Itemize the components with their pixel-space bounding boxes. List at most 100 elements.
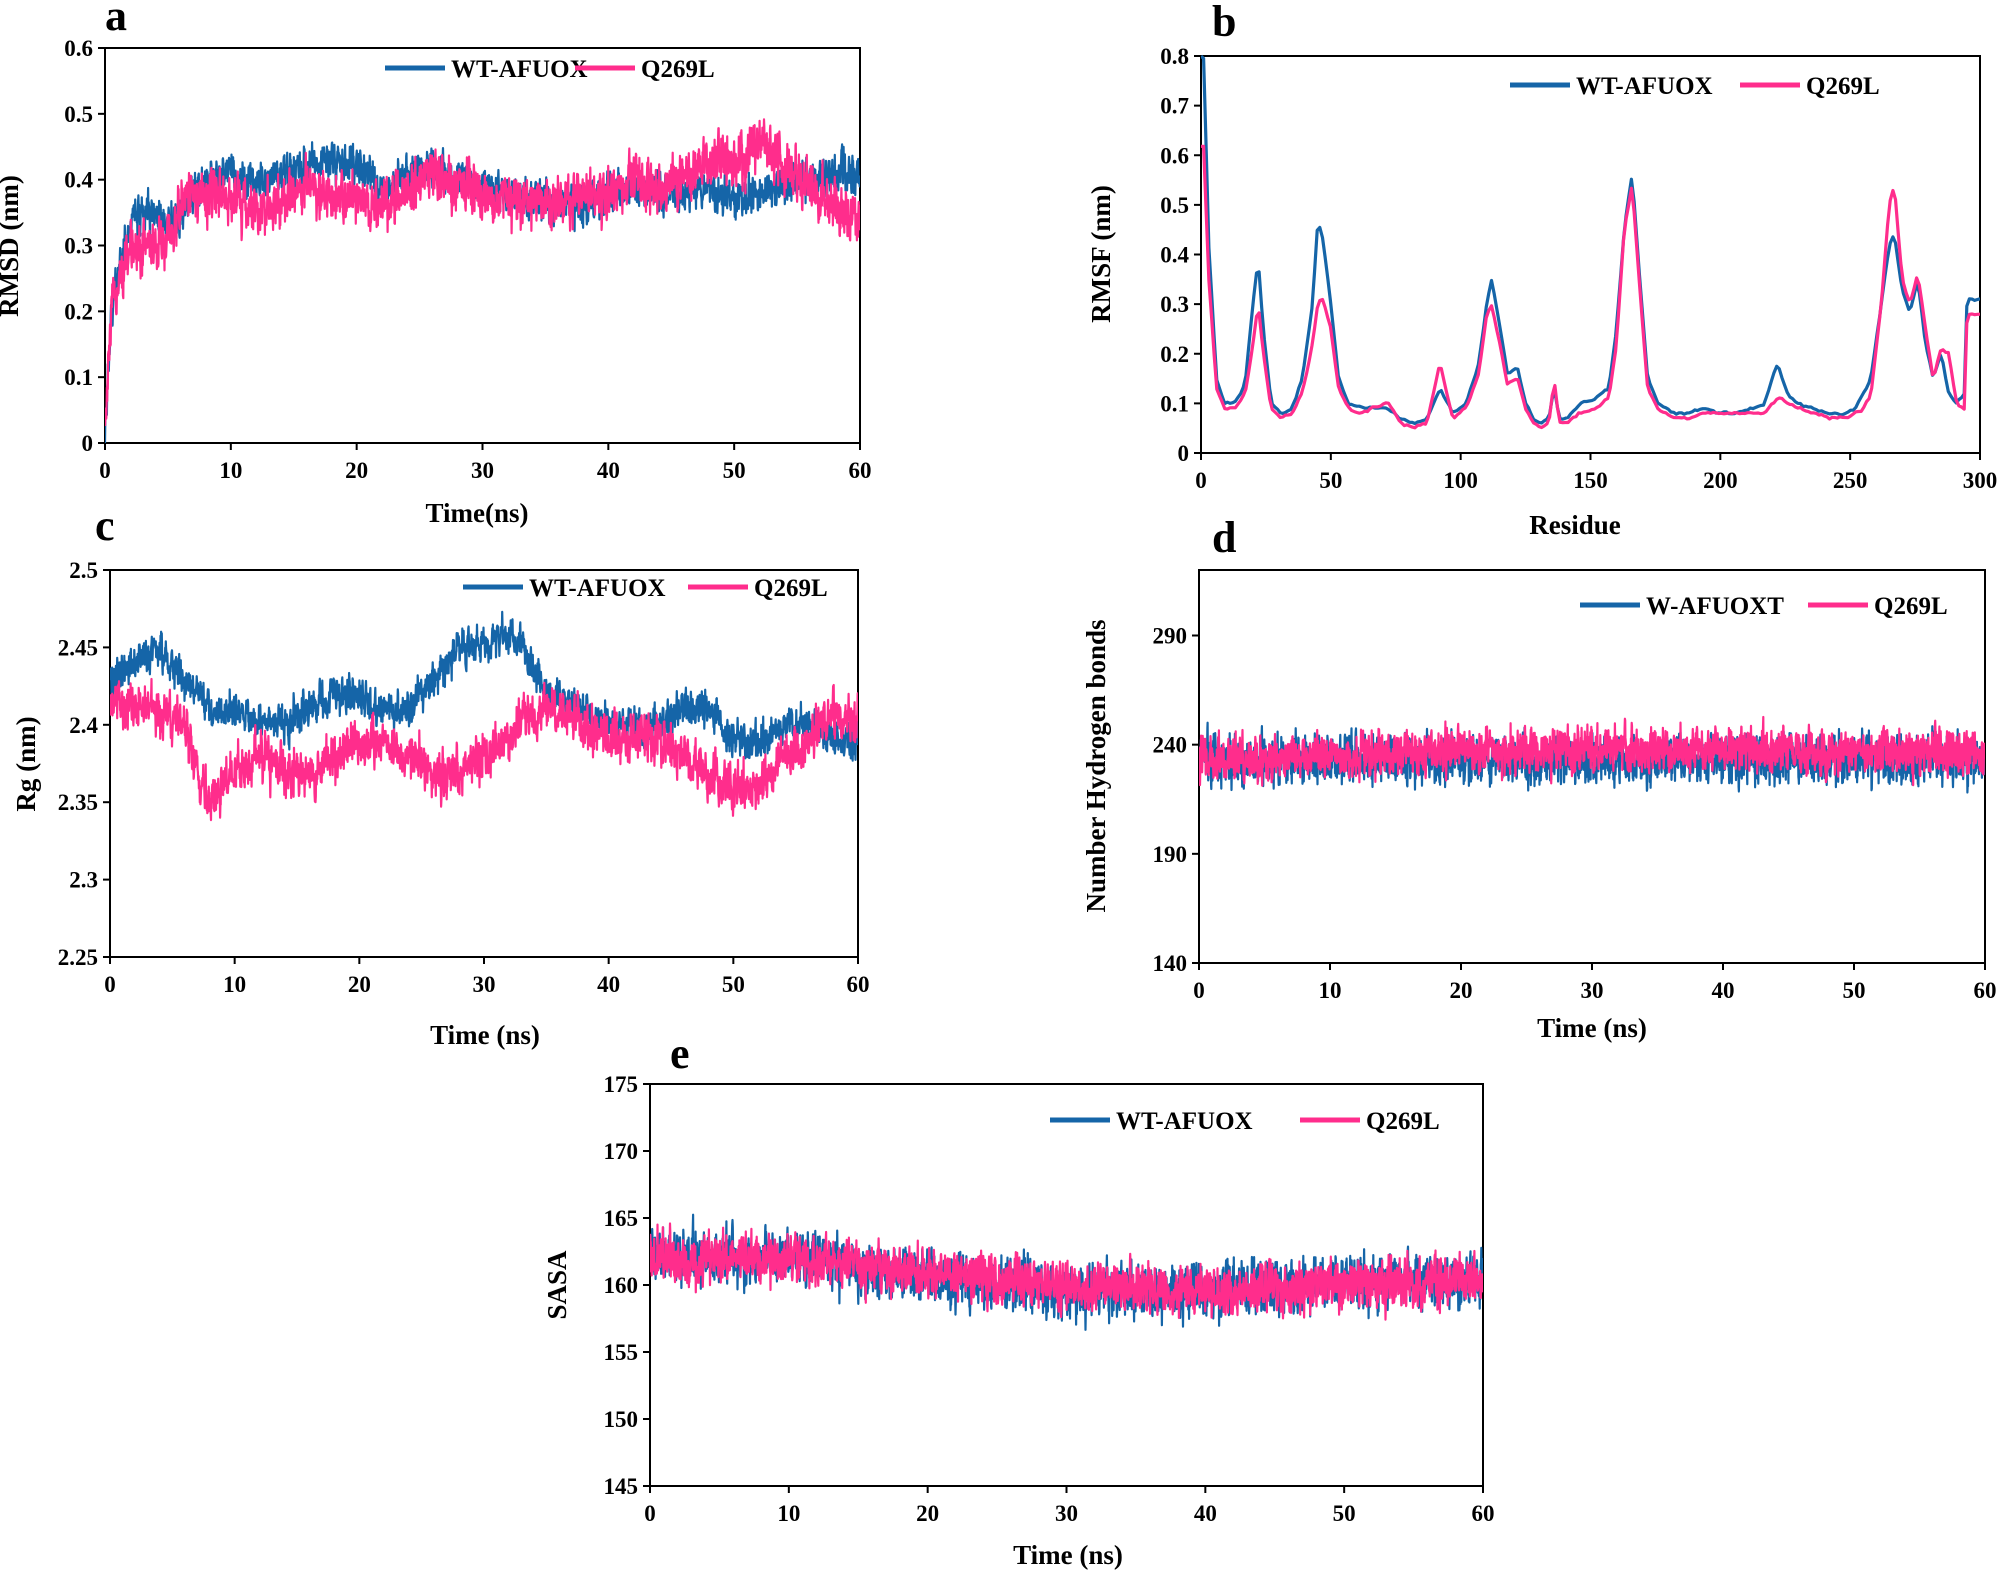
y-tick-label: 0.2 [1160,342,1189,367]
legend-label-wt: WT-AFUOX [529,575,666,602]
series-line-wt [105,141,860,443]
panel-label: d [1212,513,1236,562]
y-axis-label: RMSD (nm) [0,175,24,317]
y-axis-label: Number Hydrogen bonds [1081,619,1111,912]
x-tick-label: 60 [847,972,870,997]
y-tick-label: 2.35 [58,790,98,815]
y-tick-label: 0.4 [1160,243,1189,268]
x-tick-label: 40 [597,972,620,997]
x-axis-label: Residue [1529,510,1621,540]
x-tick-label: 30 [473,972,496,997]
panel-label: e [670,1029,690,1078]
legend-label-mut: Q269L [754,575,828,602]
y-tick-label: 2.3 [69,868,98,893]
y-tick-label: 0.1 [64,365,93,390]
legend-label-wt: WT-AFUOX [1116,1108,1253,1135]
y-tick-label: 140 [1153,951,1188,976]
x-tick-label: 0 [644,1501,656,1526]
panel-label: a [105,0,127,40]
chart-panel-b: 0 50 100 150 200 250 300 0 0.1 0.2 0.3 0.4 0.5 0.6 0.7… [1086,0,1997,540]
plot-frame [104,47,861,444]
x-tick-label: 40 [597,458,620,483]
x-tick-label: 300 [1963,468,1998,493]
x-tick-label: 0 [104,972,116,997]
x-axis-label: Time (ns) [430,1020,540,1050]
x-tick-label: 0 [1195,468,1207,493]
legend-label-wt: WT-AFUOX [451,56,588,83]
legend-label-wt: WT-AFUOX [1576,73,1713,100]
chart-panel-e: 0 10 20 30 40 50 60 145 150 155 160 165 170 175 Time (… [542,1029,1495,1570]
series-line-wt [1201,54,1980,426]
series-line-wt [110,610,858,762]
y-tick-label: 0.5 [64,102,93,127]
x-tick-label: 50 [1319,468,1342,493]
y-tick-label: 0.1 [1160,391,1189,416]
x-tick-label: 0 [99,458,111,483]
series-line-mut [1199,715,1985,787]
panel-label: b [1212,0,1236,46]
y-tick-label: 145 [604,1474,639,1499]
x-tick-label: 50 [723,458,746,483]
x-tick-label: 50 [1843,978,1866,1003]
y-tick-label: 0.6 [1160,143,1189,168]
x-axis-label: Time (ns) [1537,1013,1647,1043]
x-tick-label: 20 [345,458,368,483]
x-tick-label: 10 [777,1501,800,1526]
y-tick-label: 0.4 [64,168,93,193]
y-tick-label: 0 [82,431,94,456]
y-tick-label: 190 [1153,842,1188,867]
legend-label-mut: Q269L [641,56,715,83]
x-tick-label: 50 [1333,1501,1356,1526]
x-tick-label: 40 [1194,1501,1217,1526]
x-tick-label: 60 [849,458,872,483]
x-axis-label: Time (ns) [1013,1540,1123,1570]
y-tick-label: 170 [604,1139,639,1164]
chart-panel-d: 0 10 20 30 40 50 60 140 190 240 290 Time (ns) Number… [1081,513,1997,1043]
chart-panel-c: 0 10 20 30 40 50 60 2.25 2.3 2.35 2.4 2.45 2.5 Time (… [11,501,870,1050]
y-tick-label: 165 [604,1206,639,1231]
x-tick-label: 30 [1055,1501,1078,1526]
y-tick-label: 0.3 [64,234,93,259]
y-axis-label: SASA [542,1250,572,1320]
x-tick-label: 10 [219,458,242,483]
series-line-mut [105,118,860,427]
series-line-mut [1201,144,1980,430]
y-tick-label: 290 [1153,624,1188,649]
y-tick-label: 160 [604,1273,639,1298]
legend-label-mut: Q269L [1874,593,1948,620]
x-tick-label: 10 [223,972,246,997]
chart-panel-a: 0 10 20 30 40 50 60 0 0.1 0.2 0.3 0.4 0.5 0.6 Time(ns)… [0,0,872,528]
y-tick-label: 0 [1178,441,1190,466]
x-tick-label: 30 [471,458,494,483]
y-tick-label: 0.2 [64,299,93,324]
y-tick-label: 240 [1153,733,1188,758]
legend-label-mut: Q269L [1806,73,1880,100]
x-tick-label: 0 [1193,978,1205,1003]
y-tick-label: 0.6 [64,36,93,61]
x-tick-label: 20 [1450,978,1473,1003]
x-tick-label: 50 [722,972,745,997]
x-tick-label: 250 [1833,468,1868,493]
y-tick-label: 175 [604,1072,639,1097]
x-tick-label: 60 [1974,978,1997,1003]
x-tick-label: 100 [1443,468,1478,493]
panel-label: c [95,501,115,550]
y-tick-label: 2.5 [69,558,98,583]
y-tick-label: 155 [604,1340,639,1365]
series-line-mut [110,677,858,822]
x-tick-label: 150 [1573,468,1608,493]
y-tick-label: 2.25 [58,945,98,970]
x-tick-label: 60 [1472,1501,1495,1526]
x-axis-label: Time(ns) [425,498,528,528]
y-tick-label: 0.8 [1160,44,1189,69]
x-tick-label: 10 [1319,978,1342,1003]
legend-label-mut: Q269L [1366,1108,1440,1135]
y-tick-label: 150 [604,1407,639,1432]
y-axis-label: Rg (nm) [11,716,41,811]
y-tick-label: 0.3 [1160,292,1189,317]
y-axis-label: RMSF (nm) [1086,185,1116,323]
y-tick-label: 2.4 [69,713,98,738]
x-tick-label: 20 [348,972,371,997]
x-tick-label: 200 [1703,468,1738,493]
